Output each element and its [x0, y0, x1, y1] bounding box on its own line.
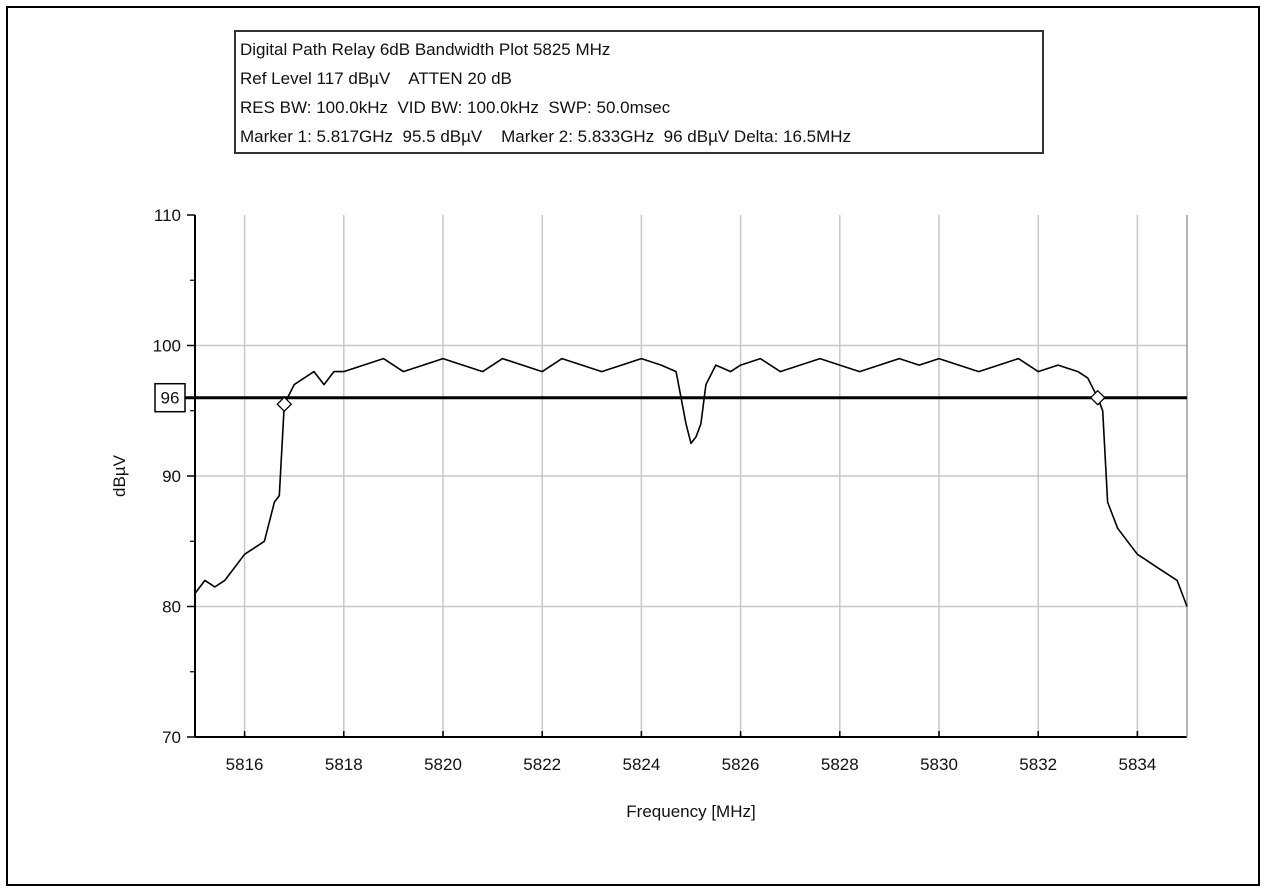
x-tick-label: 5830: [920, 755, 958, 774]
series-group: [194, 357, 1188, 607]
reference-line-group: 96: [154, 382, 1187, 413]
reference-label: 96: [161, 389, 180, 408]
tick-labels: 5816 5818 5820 5822 5824 5826 5828 5830 5832 5834…: [153, 206, 1157, 774]
y-tick-label: 100: [153, 337, 181, 356]
reference-label-box: [154, 382, 186, 413]
x-tick-label: 5818: [325, 755, 363, 774]
y-axis-label: dBµV: [110, 454, 129, 497]
x-tick-label: 5820: [424, 755, 462, 774]
marker-readout-text: Marker 1: 5.817GHz 95.5 dBµV Marker 2: 5…: [240, 127, 852, 146]
x-tick-label: 5834: [1118, 755, 1156, 774]
grid-lines: [195, 215, 1187, 737]
chart-info-box: Digital Path Relay 6dB Bandwidth Plot 58…: [234, 30, 1044, 154]
x-tick-label: 5826: [722, 755, 760, 774]
plot-axes: [187, 214, 1188, 738]
chart-title: Digital Path Relay 6dB Bandwidth Plot 58…: [240, 40, 611, 59]
x-tick-label: 5824: [622, 755, 660, 774]
y-tick-label: 90: [162, 467, 181, 486]
marker-point: [1089, 389, 1106, 406]
x-tick-label: 5816: [226, 755, 264, 774]
ref-level-text: Ref Level 117 dBµV ATTEN 20 dB: [240, 69, 512, 88]
x-tick-label: 5828: [821, 755, 859, 774]
y-tick-label: 70: [162, 728, 181, 747]
y-tick-label: 80: [162, 598, 181, 617]
x-axis-label: Frequency [MHz]: [626, 802, 755, 821]
x-tick-label: 5822: [523, 755, 561, 774]
x-tick-label: 5832: [1019, 755, 1057, 774]
y-tick-label: 110: [154, 206, 181, 225]
marker-point: [276, 396, 293, 413]
markers-group: [276, 389, 1106, 413]
spectrum-trace: [194, 357, 1188, 607]
bandwidth-settings-text: RES BW: 100.0kHz VID BW: 100.0kHz SWP: 5…: [240, 98, 671, 117]
